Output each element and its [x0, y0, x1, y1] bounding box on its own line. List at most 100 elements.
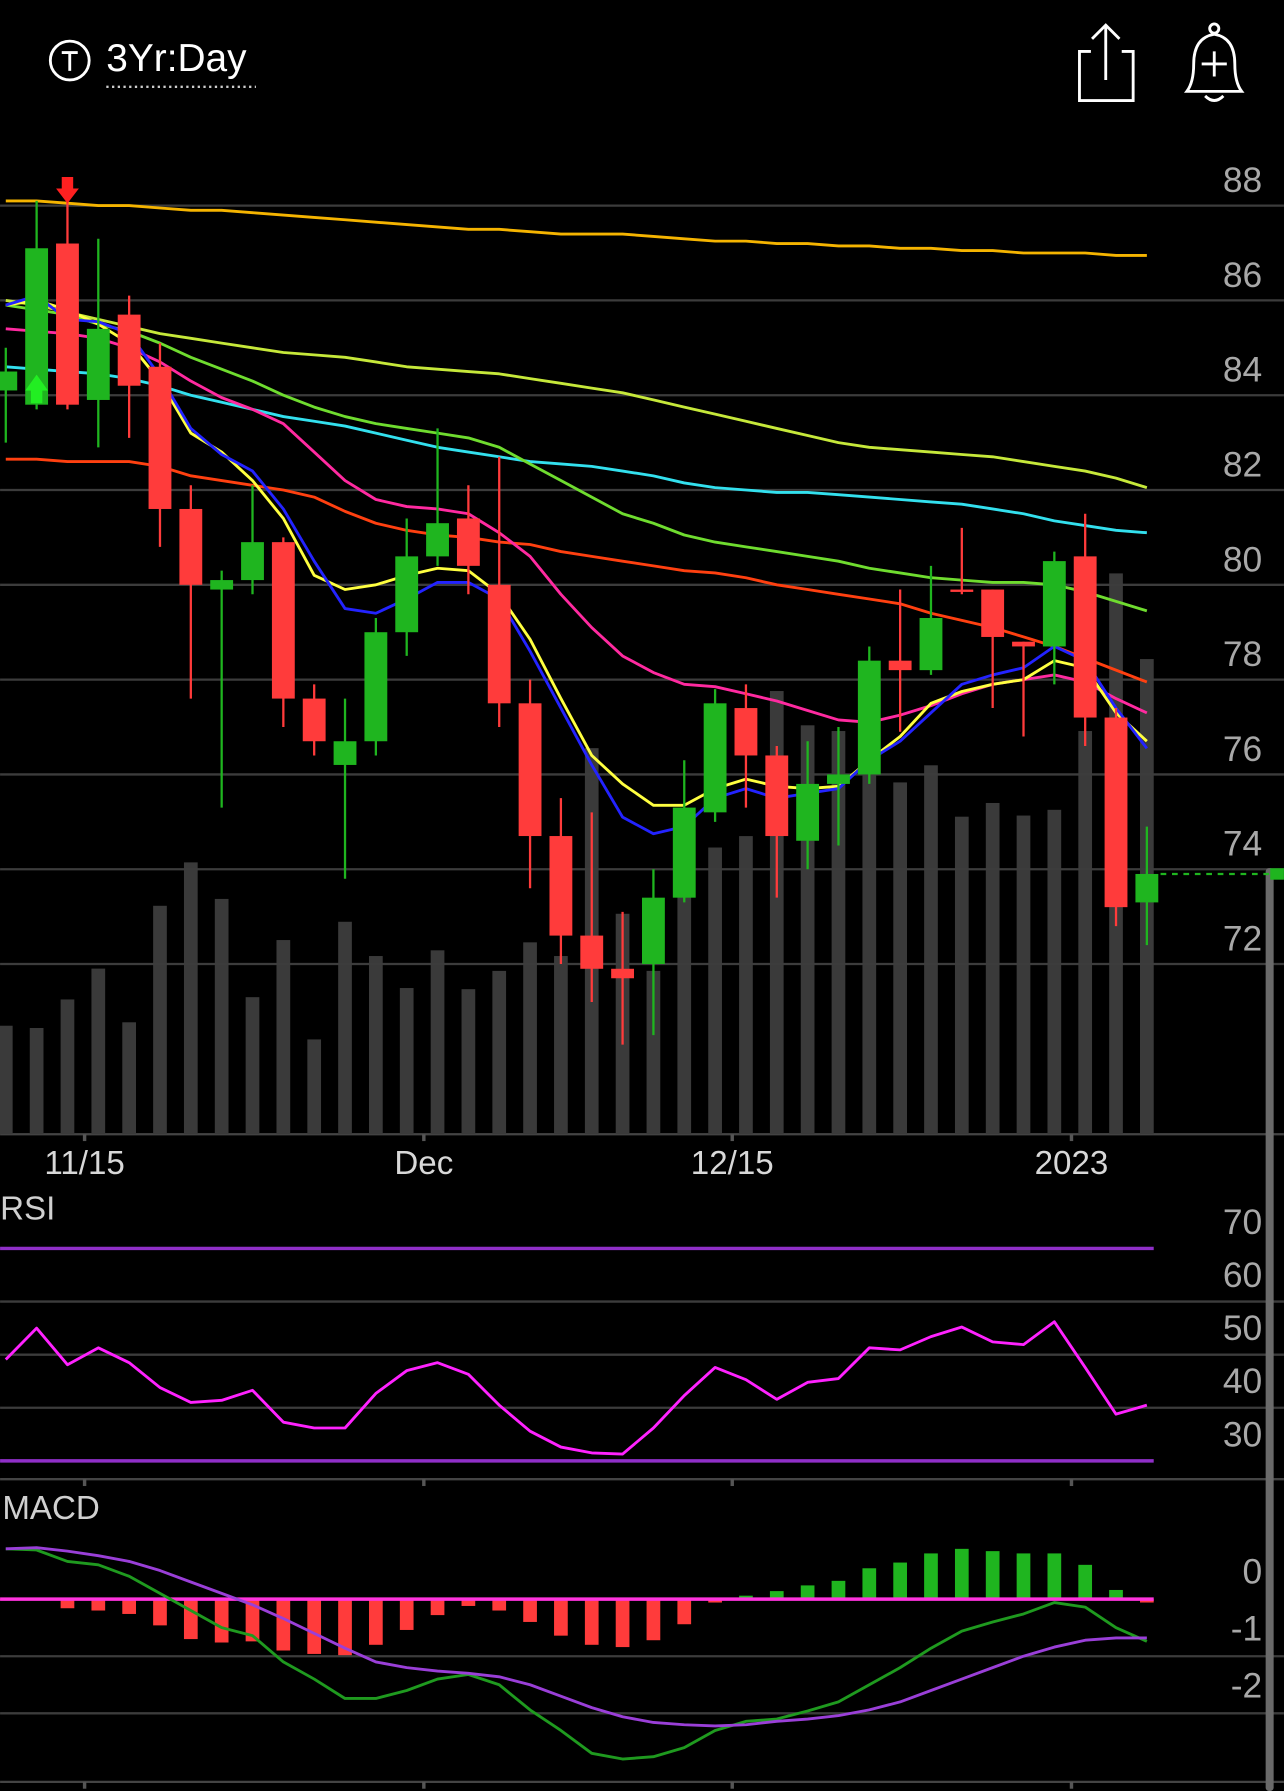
candle-body: [241, 542, 264, 581]
candle-body: [703, 703, 727, 813]
macd-histogram-bar: [862, 1568, 877, 1600]
macd-histogram-bar: [183, 1599, 198, 1640]
y-tick-label: 30: [1223, 1414, 1262, 1454]
y-tick-label: 40: [1223, 1361, 1262, 1401]
volume-bar: [523, 942, 537, 1135]
share-icon-arrow: [1091, 23, 1121, 80]
macd-histogram-bar: [584, 1599, 599, 1645]
macd-line: [5, 1546, 1147, 1728]
candle-body: [210, 580, 234, 590]
grid-layer: [0, 204, 1284, 1789]
macd-histogram-bar: [893, 1562, 907, 1600]
candle-body: [1042, 561, 1066, 647]
macd-histogram-bar: [245, 1599, 260, 1642]
candle-body: [56, 243, 79, 405]
y-tick-label: -1: [1231, 1608, 1262, 1648]
moving-average-line: [5, 365, 1147, 535]
macd-histogram-bar: [769, 1591, 784, 1600]
rsi-title: RSI: [0, 1191, 55, 1228]
moving-average-line: [5, 298, 1148, 489]
last-price-marker: [1270, 868, 1284, 880]
candle-body: [580, 935, 604, 969]
rsi-line: [4, 1320, 1148, 1456]
y-tick-label: 86: [1223, 255, 1262, 295]
macd-histogram-bar: [1140, 1599, 1154, 1603]
candle-body: [271, 542, 295, 699]
macd-histogram-bar: [214, 1599, 229, 1643]
bell-knob: [1208, 22, 1221, 35]
volume-bar: [461, 989, 476, 1135]
candle-body: [1104, 717, 1128, 908]
volume-bar: [1078, 731, 1093, 1135]
scroll-bar[interactable]: [1265, 868, 1274, 1791]
moving-average-line: [5, 303, 1148, 613]
macd-histogram-bar: [1047, 1553, 1062, 1600]
volume-bar: [214, 898, 229, 1135]
x-tick-label: 2023: [1035, 1145, 1109, 1182]
share-icon-box: [1078, 49, 1135, 102]
timeframe-icon-glyph: [61, 51, 78, 71]
candle-body: [426, 523, 449, 557]
macd-histogram-bar: [1078, 1564, 1093, 1600]
macd-histogram-bar: [492, 1599, 507, 1611]
macd-histogram-bar: [430, 1599, 445, 1616]
moving-average-line: [5, 199, 1147, 257]
volume-bar: [646, 970, 661, 1135]
bell-clapper: [1204, 94, 1225, 102]
candle-body: [302, 698, 326, 742]
macd-histogram-bar: [708, 1599, 722, 1603]
volume-bar: [1016, 815, 1031, 1135]
candle-body: [86, 328, 110, 400]
share-button[interactable]: [1078, 23, 1135, 102]
macd-histogram-bar: [399, 1599, 414, 1630]
y-tick-label: 0: [1243, 1551, 1263, 1591]
timeframe-button[interactable]: 3Yr:Day: [48, 37, 256, 88]
macd-histogram-bar: [924, 1553, 938, 1600]
candle-body: [611, 968, 635, 979]
sell-signal-arrow: [56, 177, 79, 204]
alert-button[interactable]: [1183, 22, 1245, 102]
volume-bar: [554, 956, 568, 1135]
y-tick-label: 50: [1223, 1308, 1262, 1348]
volume-bar: [924, 765, 938, 1135]
x-tick-label: 12/15: [691, 1145, 774, 1182]
candle-body: [549, 836, 573, 936]
volume-bar: [492, 970, 507, 1135]
volume-bar: [29, 1027, 44, 1135]
x-tick-label: Dec: [394, 1145, 453, 1182]
overlay-layer: 72 74 76 78 80 82 84 86 88 11/15 Dec 12/15 2023 70 60 5…: [44, 160, 1284, 1706]
candle-body: [25, 248, 49, 405]
candle-body: [919, 617, 943, 671]
volume-bar: [122, 1022, 136, 1135]
macd-histogram-bar: [554, 1599, 568, 1636]
volume-bar: [862, 748, 877, 1135]
volume-bar: [893, 782, 907, 1135]
volume-bar: [183, 862, 198, 1135]
y-tick-label: 80: [1223, 539, 1262, 579]
candle-body: [857, 660, 881, 775]
candle-layer: [0, 200, 1159, 1045]
candle-body: [0, 371, 18, 391]
macd-histogram-bar: [677, 1599, 692, 1625]
line-layer: [4, 199, 1148, 1761]
candle-body: [642, 897, 665, 965]
y-tick-label: 70: [1223, 1202, 1262, 1242]
moving-average-line: [5, 298, 1148, 807]
candle-body: [888, 660, 912, 671]
macd-histogram-bar: [307, 1599, 322, 1654]
macd-histogram-bar: [122, 1599, 136, 1614]
moving-average-line: [5, 294, 1148, 836]
candle-body: [456, 518, 480, 566]
timeframe-label: 3Yr:Day: [106, 37, 247, 80]
volume-bar: [276, 940, 291, 1135]
volume-bar: [739, 836, 753, 1135]
y-tick-label: 78: [1223, 634, 1262, 674]
candle-body: [518, 703, 542, 837]
candle-body: [765, 755, 789, 837]
macd-line: [5, 1547, 1148, 1761]
buy-signal-arrow: [25, 374, 49, 404]
candle-body: [796, 783, 820, 841]
macd-histogram-bar: [1109, 1589, 1123, 1600]
y-tick-label: 72: [1223, 919, 1262, 959]
volume-bar: [60, 999, 75, 1135]
